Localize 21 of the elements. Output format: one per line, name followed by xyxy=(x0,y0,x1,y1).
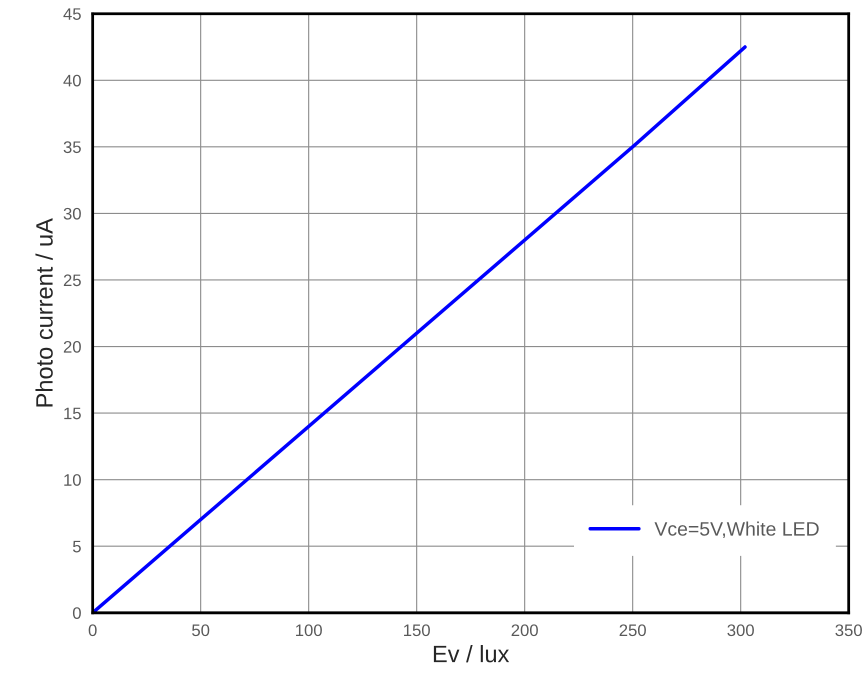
x-tick-label: 150 xyxy=(404,624,430,636)
y-tick-label: 20 xyxy=(64,340,81,353)
y-axis-title: Photo current / uA xyxy=(35,218,53,406)
x-tick-label: 100 xyxy=(296,624,322,636)
x-tick-label: 300 xyxy=(727,624,754,636)
y-tick-label: 35 xyxy=(64,141,81,154)
x-tick-label: 200 xyxy=(512,624,538,636)
y-tick-label: 0 xyxy=(72,607,81,620)
x-tick-label: 350 xyxy=(835,624,862,636)
x-tick-label: 250 xyxy=(620,624,646,636)
y-tick-label: 25 xyxy=(64,274,81,286)
y-tick-label: 5 xyxy=(72,540,81,552)
y-tick-label: 40 xyxy=(63,74,81,87)
x-tick-label: 0 xyxy=(88,624,97,636)
y-tick-label: 30 xyxy=(64,208,81,220)
legend-label: Vce=5V,White LED xyxy=(654,521,819,538)
y-tick-label: 45 xyxy=(63,8,81,20)
y-tick-label: 10 xyxy=(64,474,81,486)
y-tick-label: 15 xyxy=(64,408,81,420)
x-tick-label: 50 xyxy=(192,624,210,636)
x-axis-title: Ev / lux xyxy=(434,645,510,662)
